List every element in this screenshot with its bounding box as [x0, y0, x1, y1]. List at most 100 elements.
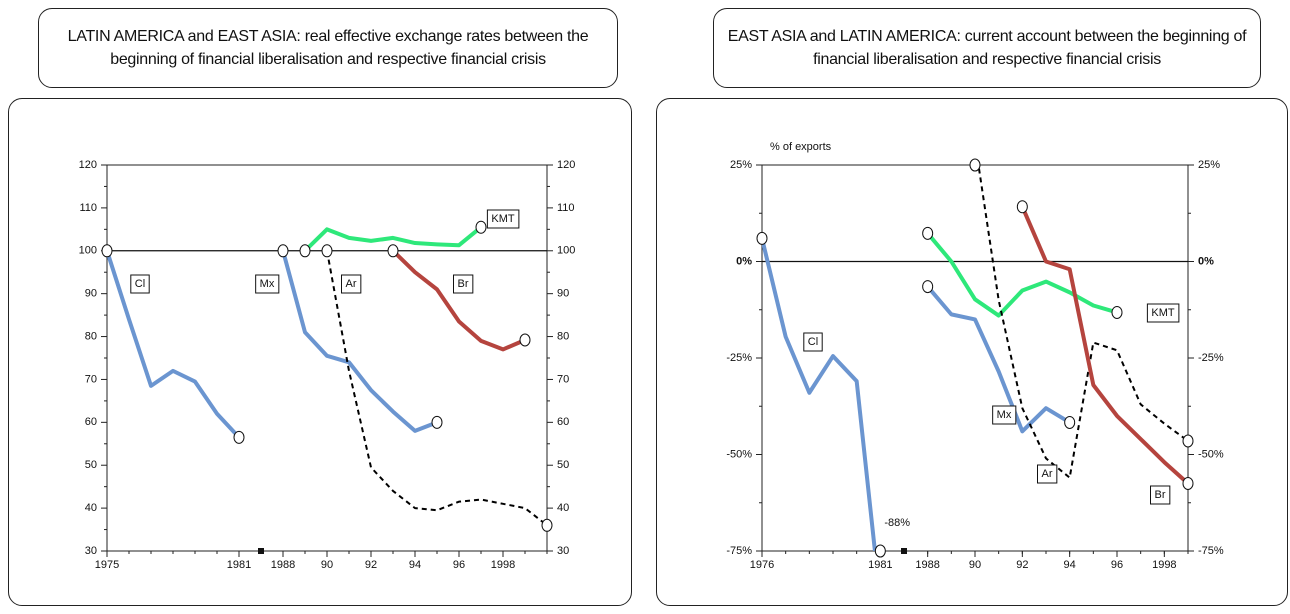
- point-marker: [299, 244, 311, 258]
- point-marker: [101, 244, 113, 258]
- y-tick-label: -50%: [1198, 448, 1224, 460]
- y-tick-label: 70: [557, 373, 569, 385]
- point-marker: [475, 220, 487, 234]
- x-tick-label: 90: [321, 559, 333, 571]
- series-label-text: KMT: [1151, 307, 1175, 319]
- series-line: [326, 250, 547, 527]
- series-label-box: [255, 274, 280, 294]
- y-tick-label: 30: [85, 545, 97, 557]
- series-label-text: Ar: [1042, 468, 1053, 480]
- y-tick-label: 90: [85, 288, 97, 300]
- series-line: [926, 285, 1071, 434]
- y-axis-label: % of exports: [770, 141, 832, 153]
- chart-title: LATIN AMERICA and EAST ASIA: real effect…: [38, 8, 618, 88]
- point-marker: [1182, 476, 1194, 490]
- x-tick-label: 92: [365, 559, 377, 571]
- x-tick-label: 96: [1111, 559, 1123, 571]
- y-tick-label: 80: [557, 330, 569, 342]
- series-label: Mx: [992, 405, 1017, 425]
- y-tick-label: 100: [557, 245, 575, 257]
- y-tick-label: -75%: [726, 545, 752, 557]
- series-label-text: KMT: [491, 213, 515, 225]
- series-label: Mx: [255, 274, 280, 294]
- point-marker: [922, 226, 934, 240]
- series-label-text: Br: [1155, 489, 1166, 501]
- point-marker: [874, 544, 886, 558]
- series-line: [977, 165, 1188, 479]
- series-line: [107, 250, 241, 439]
- plot-frame: [761, 164, 1189, 552]
- value-label: -88%: [884, 517, 910, 529]
- series-line: [391, 249, 526, 352]
- series-label: Br: [1150, 485, 1171, 505]
- x-tick-label: 90: [969, 559, 981, 571]
- axis-break: [258, 548, 264, 554]
- x-tick-label: 1998: [491, 559, 515, 571]
- y-tick-label: 0%: [736, 255, 752, 267]
- series-label-box: [1037, 464, 1058, 484]
- x-tick-label: 1981: [868, 559, 892, 571]
- y-tick-label: 100: [79, 245, 97, 257]
- series-label-box: [992, 405, 1017, 425]
- y-tick-label: 120: [557, 159, 575, 171]
- chart-title: EAST ASIA and LATIN AMERICA: current acc…: [713, 8, 1261, 88]
- series-line: [281, 250, 438, 433]
- point-marker: [277, 244, 289, 258]
- y-tick-label: 0%: [1198, 255, 1214, 267]
- series-label-text: Mx: [260, 278, 275, 290]
- point-marker: [541, 518, 553, 532]
- y-tick-label: 25%: [1198, 159, 1220, 171]
- x-tick-label: 1988: [271, 559, 295, 571]
- y-tick-label: 110: [79, 202, 97, 214]
- y-tick-label: 25%: [730, 159, 752, 171]
- x-tick-label: 1976: [750, 559, 774, 571]
- x-tick-label: 1981: [227, 559, 251, 571]
- series-label-box: [486, 209, 520, 229]
- point-marker: [387, 244, 399, 258]
- point-marker: [321, 244, 333, 258]
- x-tick-label: 94: [409, 559, 421, 571]
- series-label-box: [1150, 485, 1171, 505]
- series-label: Cl: [130, 274, 150, 294]
- series-label: KMT: [1146, 303, 1180, 323]
- point-marker: [233, 430, 245, 444]
- x-tick-label: 1975: [95, 559, 119, 571]
- x-tick-label: 92: [1016, 559, 1028, 571]
- series-label-box: [803, 332, 823, 352]
- y-tick-label: 50: [85, 459, 97, 471]
- y-tick-label: 80: [85, 330, 97, 342]
- y-tick-label: 60: [85, 416, 97, 428]
- series-line: [762, 237, 877, 551]
- y-tick-label: 120: [79, 159, 97, 171]
- y-tick-label: 40: [85, 502, 97, 514]
- series-label-box: [453, 274, 474, 294]
- series-label-text: Mx: [997, 409, 1012, 421]
- series-label: Br: [453, 274, 474, 294]
- x-tick-label: 1998: [1152, 559, 1176, 571]
- series-label-box: [341, 274, 362, 294]
- point-marker: [1182, 434, 1194, 448]
- series-label: Cl: [803, 332, 823, 352]
- series-label-text: Ar: [346, 278, 357, 290]
- series-line: [926, 232, 1118, 318]
- y-tick-label: 90: [557, 288, 569, 300]
- series-label-text: Cl: [808, 336, 818, 348]
- series-label: Ar: [341, 274, 362, 294]
- y-tick-label: 70: [85, 373, 97, 385]
- x-tick-label: 1988: [915, 559, 939, 571]
- series-line: [1020, 205, 1188, 485]
- y-tick-label: -75%: [1198, 545, 1224, 557]
- y-tick-label: 110: [557, 202, 575, 214]
- y-tick-label: 50: [557, 459, 569, 471]
- point-marker: [1016, 200, 1028, 214]
- x-tick-label: 94: [1064, 559, 1076, 571]
- point-marker: [756, 231, 768, 245]
- y-tick-label: -25%: [726, 352, 752, 364]
- point-marker: [922, 280, 934, 294]
- point-marker: [1111, 305, 1123, 319]
- series-label-box: [130, 274, 150, 294]
- y-tick-label: -50%: [726, 448, 752, 460]
- axis-break: [901, 548, 907, 554]
